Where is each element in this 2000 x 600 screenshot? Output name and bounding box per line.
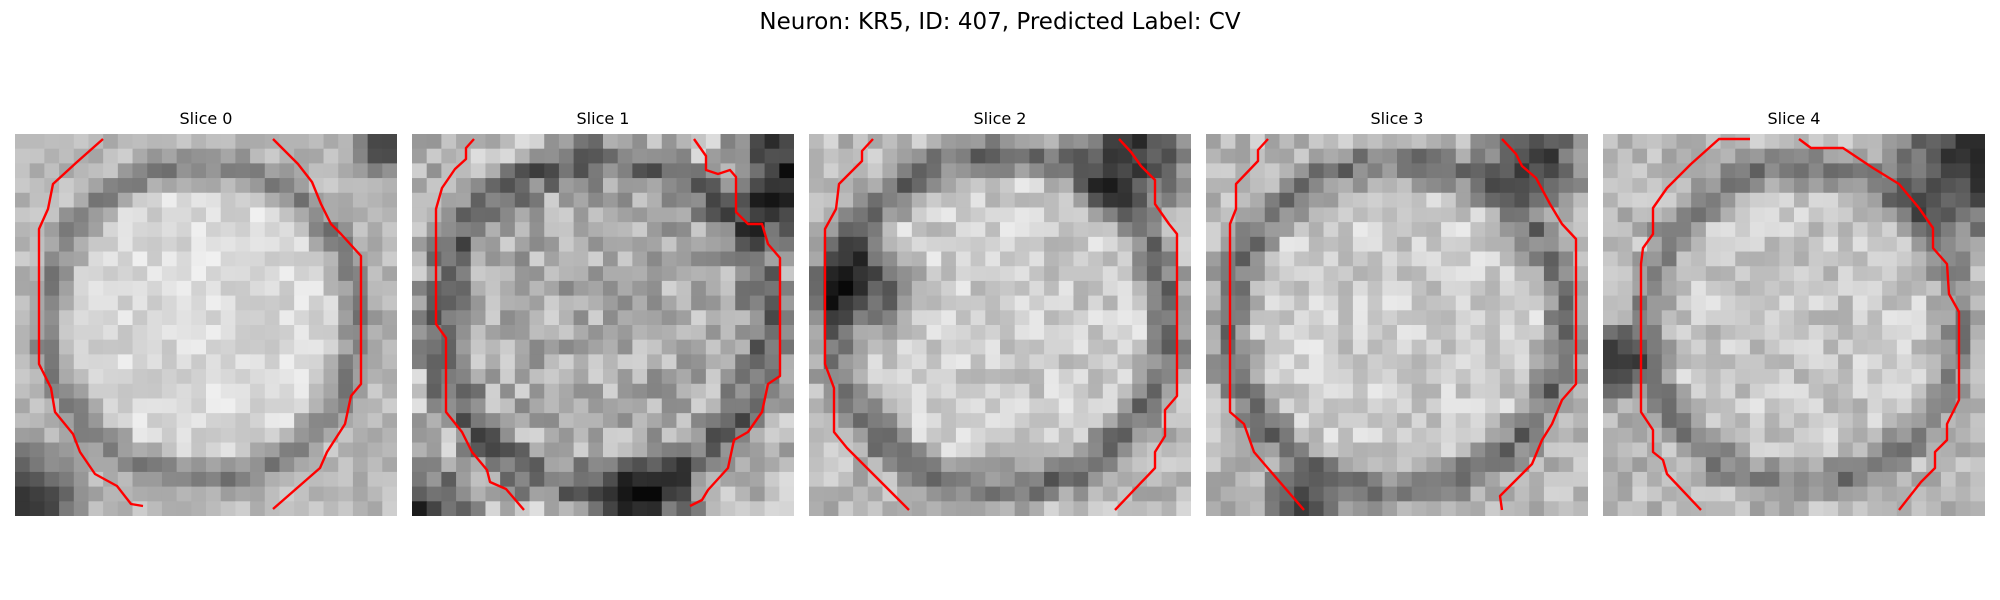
micrograph-pixels — [1206, 134, 1588, 516]
contour-right — [1114, 138, 1179, 511]
slice-1-title: Slice 1 — [576, 109, 630, 128]
slice-3-image — [1206, 134, 1588, 516]
contour-right — [689, 138, 782, 508]
slice-3-title: Slice 3 — [1370, 109, 1424, 128]
contour-left — [823, 138, 910, 511]
micrograph-pixels — [809, 134, 1191, 516]
slice-0-image — [15, 134, 397, 516]
micrograph-pixels — [15, 134, 397, 516]
contour-left — [1639, 137, 1750, 511]
contour-right — [272, 138, 363, 510]
slice-0-title: Slice 0 — [179, 109, 233, 128]
slice-4-image — [1603, 134, 1985, 516]
slice-2-image — [809, 134, 1191, 516]
slice-4-title: Slice 4 — [1767, 109, 1821, 128]
contour-left — [37, 138, 144, 508]
micrograph-pixels — [1603, 134, 1985, 516]
contour-left — [1228, 138, 1305, 511]
slice-1-image — [412, 134, 794, 516]
micrograph-pixels — [412, 134, 794, 516]
figure-title: Neuron: KR5, ID: 407, Predicted Label: C… — [759, 9, 1241, 35]
contour-right — [1498, 138, 1578, 511]
slice-2-title: Slice 2 — [973, 109, 1027, 128]
contour-left — [434, 138, 525, 511]
contour-right — [1798, 138, 1961, 511]
